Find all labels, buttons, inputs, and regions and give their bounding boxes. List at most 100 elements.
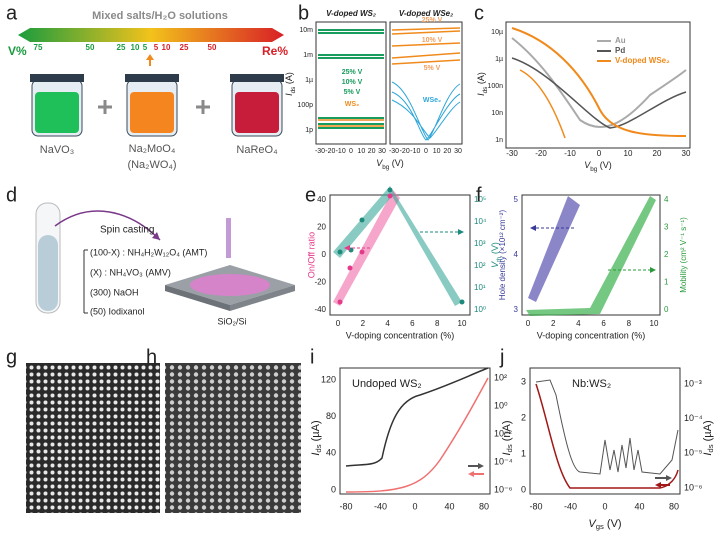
tick-label: 20 [653,149,662,158]
scale-label: 10 [162,43,171,52]
tick-label: 10¹ [474,283,486,292]
label-unit: (nA) [501,420,513,444]
tick-label: 10⁰ [494,400,508,410]
recipe-line: (X) : NH₄VO₃ (AMV) [90,267,171,277]
axis-label: Vgs (V) [588,518,621,531]
scale-label: 25 [180,43,189,52]
tick-label: 4 [576,319,581,328]
tick-label: 3 [664,223,669,232]
tick-label: 20 [368,148,376,155]
tick-label: 10n [491,110,503,117]
tick-label: 30 [454,148,462,155]
scale-label: 5 [143,43,148,52]
panel-i-art [339,367,491,495]
scale-label: 5 [154,43,159,52]
tick-label: 4 [514,250,519,259]
tick-label: 2 [551,319,556,328]
tick-label: 0 [521,484,526,494]
axis-label: Vth (V) [490,242,502,268]
tick-label: 10³ [474,239,486,248]
tick-label: -80 [529,501,542,511]
label: V-doped WSe₂ [399,9,453,18]
tick-label: -40 [374,501,387,511]
axis-label: Ids (nA) [501,420,514,455]
label-sub: bg [590,166,598,173]
tick-label: 0 [331,484,336,494]
tick-label: 2 [361,319,366,328]
tick-label: 6 [601,319,606,328]
tick-label: 10 [357,148,365,155]
tick-label: 6 [410,319,415,328]
tick-label: -40 [314,305,326,314]
tick-label: -20 [325,148,335,155]
tick-label: 8 [627,319,632,328]
tick-label: -20 [535,149,547,158]
tick-label: 1µ [495,56,503,63]
label: V-doping concentration (%) [537,330,646,340]
panel-label: g [6,346,17,368]
panel-b-art [315,21,463,145]
tick-label: 20 [317,223,326,232]
tick-label: -20 [314,278,326,287]
label: V-doping concentration (%) [346,330,455,340]
label-unit: (A) [284,72,294,87]
label-main: I [702,453,714,456]
tick-label: 0 [424,148,428,155]
label-main: I [501,452,513,455]
panel-e-art [329,186,471,316]
label-unit: (A) [476,72,486,87]
scale-label: 50 [86,43,95,52]
tick-label: 10 [650,319,659,328]
series-label: 25% V [422,17,443,24]
tick-label: 1p [305,127,313,134]
tick-label: 3 [514,305,519,314]
series-label: WSe₂ [423,97,441,104]
scale-label: 25 [117,43,126,52]
tick-label: 10µ [491,29,503,36]
label-unit: (V) [389,158,404,168]
tick-label: 8 [435,319,440,328]
label-main: I [284,93,294,96]
tick-label: 10² [494,372,507,382]
label-main: V [376,158,383,168]
panel-label: e [305,184,316,206]
tick-label: 100p [297,102,313,109]
label-sub: ds [706,444,715,452]
tick-label: 10⁻⁵ [684,448,703,458]
tick-label: 1 [664,278,669,287]
tick-label: 10m [299,27,313,34]
tick-label: -20 [400,148,410,155]
salt-name: Na₂MoO₄ [129,143,176,155]
tick-label: 0 [349,148,353,155]
label: SiO₂/Si [218,316,247,326]
salt-name: NaReO₄ [236,144,278,156]
label-sub: ds [314,444,323,452]
axis-label: Vbg (V) [376,158,404,170]
tick-label: 10⁻² [494,428,512,438]
tick-label: -10 [564,149,576,158]
tick-label: 80 [669,501,679,511]
legend-label: Pd [615,46,625,55]
tick-label: 0 [602,501,607,511]
recipe-line: (100-X) : NH₄H₂W₁₂O₄ (AMT) [90,247,207,257]
tick-label: -80 [339,501,352,511]
tick-label: 10⁻⁶ [494,484,513,494]
recipe-line: (300) NaOH [90,287,139,297]
tick-label: 40 [634,501,644,511]
label-main: I [476,93,486,96]
label: Re% [262,44,288,58]
tick-label: 5 [514,195,519,204]
label: Undoped WS₂ [352,378,422,390]
tick-label: 0 [526,319,531,328]
tick-label: -40 [564,501,577,511]
tick-label: 1 [521,448,526,458]
panel-label: b [298,2,309,24]
tick-label: 10 [624,149,633,158]
tick-label: 40 [326,448,336,458]
label: On/Off ratio [306,232,316,278]
label-unit: (µA) [310,420,322,444]
tick-label: 10⁵ [474,195,486,204]
panel-c-art [505,21,691,149]
panel-a-art [18,28,284,137]
